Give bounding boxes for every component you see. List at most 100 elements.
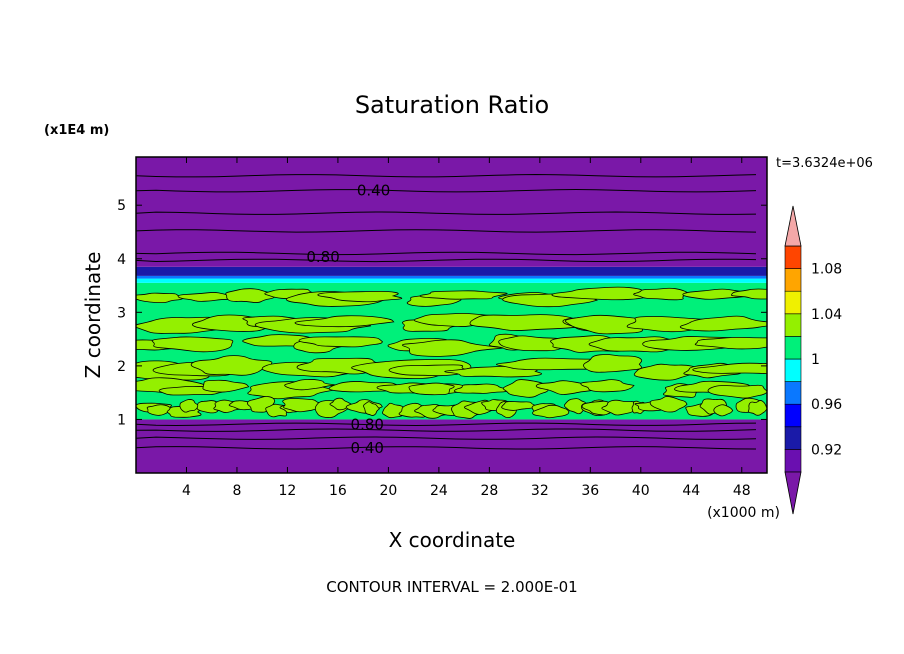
contour-interval-footer: CONTOUR INTERVAL = 2.000E-01	[326, 578, 577, 596]
y-tick-label-4: 5	[117, 198, 126, 214]
contour-patch-41	[190, 355, 273, 376]
contour-label-1: 0.80	[306, 248, 339, 266]
plot-area	[136, 157, 767, 473]
colorbar-swatch-2	[784, 403, 802, 428]
value-band-5	[136, 157, 767, 267]
contour-line-8	[136, 188, 757, 193]
y-tick-label-3: 4	[117, 252, 126, 268]
contour-patch-99	[649, 396, 688, 413]
contour-line-4	[136, 258, 757, 263]
contour-patch-60	[453, 383, 510, 394]
contour-patch-90	[501, 401, 536, 411]
contour-patch-18	[294, 315, 395, 328]
contour-patch-38	[694, 336, 767, 350]
contour-patch-61	[502, 379, 550, 398]
colorbar-swatch-5	[784, 336, 802, 360]
contour-patch-49	[633, 363, 701, 381]
colorbar-swatch-7	[784, 290, 802, 315]
plot-frame	[135, 156, 768, 474]
contour-line-6	[136, 229, 757, 233]
x-tick-label-1: 8	[232, 483, 241, 499]
y-tick-label-2: 3	[117, 305, 126, 321]
colorbar-swatch-1	[784, 426, 802, 450]
x-tick-label-6: 28	[480, 483, 498, 499]
contour-line-0	[136, 446, 757, 450]
x-tick-label-0: 4	[182, 483, 191, 499]
contour-patch-34	[498, 335, 570, 352]
colorbar-over-arrow	[784, 205, 802, 247]
colorbar-under-arrow	[784, 471, 802, 515]
x-tick-label-4: 20	[379, 483, 397, 499]
contour-patch-70	[179, 399, 200, 413]
contour-label-2: 0.80	[351, 415, 384, 433]
x-tick-label-11: 48	[733, 483, 751, 499]
x-tick-label-3: 16	[329, 483, 347, 499]
colorbar-tick-label-2: 1	[811, 352, 820, 368]
colorbar-swatch-9	[784, 245, 802, 269]
colorbar-swatch-6	[784, 313, 802, 337]
y-unit-label: (x1E4 m)	[44, 123, 109, 138]
contour-line-5	[136, 251, 757, 256]
contour-patch-13	[731, 288, 767, 300]
contour-patch-1	[177, 292, 242, 302]
contour-patch-30	[298, 336, 384, 348]
value-band-0	[136, 419, 767, 473]
x-tick-label-8: 36	[581, 483, 599, 499]
contour-patch-62	[535, 380, 596, 395]
y-tick-label-0: 1	[117, 412, 126, 428]
colorbar-swatch-3	[784, 381, 802, 405]
contour-patch-11	[633, 287, 690, 301]
contour-patch-54	[202, 379, 250, 393]
contour-line-1	[136, 436, 757, 440]
contour-line-7	[136, 211, 757, 215]
colorbar-tick-label-1: 0.96	[811, 397, 842, 413]
contour-label-0: 0.40	[357, 182, 390, 200]
colorbar-tick-label-0: 0.92	[811, 442, 842, 458]
y-axis-label: Z coordinate	[81, 252, 105, 379]
colorbar: 0.92 0.96 1 1.04 1.08	[784, 205, 842, 515]
contour-patch-7	[419, 290, 508, 300]
contour-line-9	[136, 173, 757, 178]
value-band-2	[136, 278, 767, 283]
x-tick-label-9: 40	[632, 483, 650, 499]
colorbar-swatch-4	[784, 358, 802, 382]
colorbar-swatch-0	[784, 449, 802, 473]
contour-patch-93	[564, 398, 587, 415]
value-band-3	[136, 275, 767, 279]
contour-patch-63	[580, 379, 635, 393]
contour-patch-81	[363, 401, 380, 416]
x-axis-label: X coordinate	[389, 528, 516, 552]
colorbar-swatch-8	[784, 268, 802, 292]
contour-line-3	[136, 422, 757, 427]
contour-patch-0	[136, 292, 185, 304]
contour-patch-66	[707, 384, 767, 399]
value-band-4	[136, 266, 767, 276]
contour-patch-102	[713, 404, 734, 417]
contour-patch-5	[317, 290, 403, 303]
contour-patch-21	[469, 314, 588, 331]
contour-patch-68	[146, 404, 172, 416]
contour-label-3: 0.40	[351, 439, 384, 457]
contour-patch-32	[401, 339, 505, 357]
x-tick-label-5: 24	[430, 483, 448, 499]
contour-patch-25	[679, 315, 767, 332]
x-unit-label: (x1000 m)	[707, 505, 780, 521]
contour-patch-2	[225, 288, 277, 303]
contour-patch-10	[551, 286, 661, 301]
colorbar-tick-label-4: 1.08	[811, 262, 842, 278]
contour-patch-56	[284, 379, 336, 391]
contour-patch-96	[601, 399, 638, 416]
time-label: t=3.6324e+06	[776, 156, 873, 171]
contour-line-2	[136, 428, 757, 432]
chart-title: Saturation Ratio	[355, 91, 549, 119]
colorbar-tick-label-3: 1.04	[811, 307, 842, 323]
contour-patch-48	[583, 354, 643, 373]
y-tick-label-1: 2	[117, 359, 126, 375]
contour-patch-59	[408, 382, 455, 396]
x-tick-label-7: 32	[531, 483, 549, 499]
x-tick-label-2: 12	[279, 483, 297, 499]
contour-patch-51	[692, 362, 767, 375]
contour-patch-104	[748, 400, 767, 416]
contour-patch-92	[532, 404, 570, 419]
